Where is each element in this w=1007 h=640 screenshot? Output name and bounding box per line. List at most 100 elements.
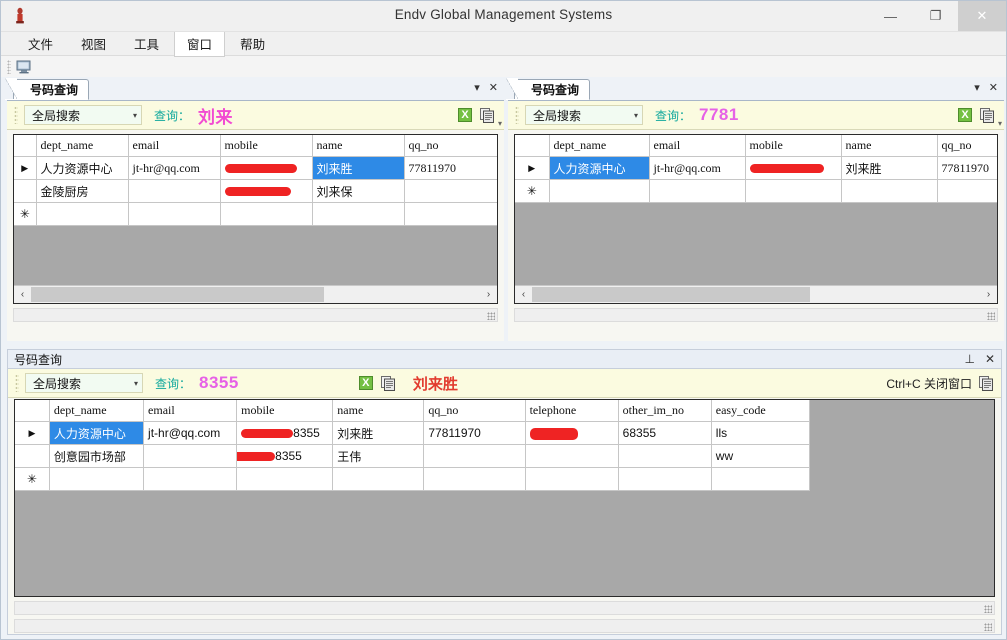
- close-icon[interactable]: ✕: [984, 352, 995, 366]
- monitor-icon[interactable]: [16, 60, 32, 74]
- bottom-grid[interactable]: dept_name email mobile name qq_no teleph…: [14, 399, 995, 597]
- cell-qq-no[interactable]: [404, 202, 497, 226]
- export-excel-icon[interactable]: X: [958, 108, 972, 122]
- bottom-col-qq-no[interactable]: qq_no: [423, 400, 526, 422]
- cell-mobile-redacted[interactable]: [745, 156, 842, 180]
- cell-name[interactable]: 刘来胜: [312, 156, 405, 180]
- cell-qq-no[interactable]: [937, 179, 997, 203]
- left-col-name[interactable]: name: [312, 135, 405, 157]
- cell-mobile[interactable]: [745, 179, 842, 203]
- cell-name[interactable]: 刘来胜: [841, 156, 938, 180]
- right-grid[interactable]: dept_name email mobile name qq_no ▶ 人力资源…: [514, 134, 998, 304]
- left-query-value[interactable]: 刘来: [198, 107, 234, 127]
- table-row-new[interactable]: ✳: [14, 202, 497, 226]
- scroll-right-icon[interactable]: ›: [486, 289, 491, 300]
- table-row[interactable]: ▶ 人力资源中心 jt-hr@qq.com 刘来胜 77811970: [14, 156, 497, 180]
- scroll-thumb[interactable]: [532, 287, 810, 302]
- table-row-new[interactable]: ✳: [515, 179, 997, 203]
- cell-dept-name[interactable]: [549, 179, 650, 203]
- row-marker-new[interactable]: ✳: [15, 467, 50, 491]
- cell-telephone[interactable]: [525, 467, 619, 491]
- left-col-mobile[interactable]: mobile: [220, 135, 313, 157]
- menu-item-tools[interactable]: 工具: [134, 38, 160, 52]
- cell-easy-code[interactable]: lls: [711, 421, 811, 445]
- row-marker-current[interactable]: ▶: [515, 156, 550, 180]
- cell-mobile-redacted[interactable]: [220, 156, 313, 180]
- bottom-search-grip[interactable]: [15, 374, 19, 392]
- right-search-scroll-icon[interactable]: ▾: [997, 119, 1002, 128]
- cell-qq-no[interactable]: [423, 444, 526, 468]
- table-row[interactable]: ▶ 人力资源中心 jt-hr@qq.com 8355 刘来胜 77811970 …: [15, 421, 811, 445]
- cell-easy-code[interactable]: [711, 467, 811, 491]
- cell-dept-name[interactable]: 人力资源中心: [549, 156, 650, 180]
- row-marker[interactable]: [15, 444, 50, 468]
- bottom-col-dept-name[interactable]: dept_name: [49, 400, 145, 422]
- left-search-grip[interactable]: [14, 106, 18, 124]
- left-horizontal-scrollbar[interactable]: ‹ ›: [14, 285, 497, 303]
- bottom-col-other-im-no[interactable]: other_im_no: [618, 400, 712, 422]
- bottom-col-easy-code[interactable]: easy_code: [711, 400, 811, 422]
- right-tab-number-query[interactable]: 号码查询: [505, 78, 591, 100]
- copy-icon[interactable]: [980, 107, 994, 123]
- left-col-qq-no[interactable]: qq_no: [404, 135, 497, 157]
- cell-dept-name[interactable]: 人力资源中心: [36, 156, 129, 180]
- cell-email[interactable]: [649, 179, 746, 203]
- left-grid[interactable]: dept_name email mobile name qq_no ▶ 人力资源…: [13, 134, 498, 304]
- right-col-mobile[interactable]: mobile: [745, 135, 842, 157]
- copy-icon[interactable]: [380, 375, 395, 391]
- menu-item-help[interactable]: 帮助: [240, 38, 266, 52]
- cell-email[interactable]: [128, 202, 221, 226]
- left-scope-select[interactable]: 全局搜索 ▾: [24, 105, 142, 125]
- table-row[interactable]: 金陵厨房 刘来保: [14, 179, 497, 203]
- copy-icon[interactable]: [480, 107, 494, 123]
- row-marker-current[interactable]: ▶: [15, 421, 50, 445]
- close-icon[interactable]: ✕: [988, 82, 998, 94]
- copy-icon[interactable]: [979, 375, 993, 391]
- cell-other-im-no[interactable]: [618, 444, 712, 468]
- right-search-grip[interactable]: [515, 106, 519, 124]
- scroll-track[interactable]: [532, 287, 980, 302]
- cell-easy-code[interactable]: ww: [711, 444, 811, 468]
- cell-qq-no[interactable]: [423, 467, 526, 491]
- bottom-query-value[interactable]: 8355: [199, 373, 239, 392]
- table-row[interactable]: ▶ 人力资源中心 jt-hr@qq.com 刘来胜 77811970: [515, 156, 997, 180]
- bottom-col-telephone[interactable]: telephone: [525, 400, 619, 422]
- export-excel-icon[interactable]: X: [358, 376, 373, 390]
- scroll-left-icon[interactable]: ‹: [521, 289, 526, 300]
- row-marker-current[interactable]: ▶: [14, 156, 37, 180]
- chevron-down-icon[interactable]: ▾: [974, 82, 980, 94]
- menu-item-window[interactable]: 窗口: [174, 30, 226, 57]
- bottom-col-mobile[interactable]: mobile: [236, 400, 334, 422]
- cell-qq-no[interactable]: 77811970: [404, 156, 497, 180]
- bottom-col-name[interactable]: name: [332, 400, 425, 422]
- row-marker[interactable]: [14, 179, 37, 203]
- cell-dept-name[interactable]: [36, 202, 129, 226]
- cell-dept-name[interactable]: [49, 467, 145, 491]
- cell-dept-name[interactable]: 创意园市场部: [49, 444, 145, 468]
- scroll-thumb[interactable]: [31, 287, 324, 302]
- cell-mobile-redacted[interactable]: 8355: [236, 421, 334, 445]
- table-row-new[interactable]: ✳: [15, 467, 811, 491]
- cell-name[interactable]: 刘来胜: [332, 421, 425, 445]
- menu-item-view[interactable]: 视图: [81, 38, 107, 52]
- bottom-col-email[interactable]: email: [143, 400, 238, 422]
- cell-name[interactable]: 王伟: [332, 444, 425, 468]
- menu-item-file[interactable]: 文件: [28, 38, 54, 52]
- cell-email[interactable]: jt-hr@qq.com: [143, 421, 238, 445]
- cell-name[interactable]: [841, 179, 938, 203]
- cell-email[interactable]: [143, 467, 238, 491]
- cell-mobile-redacted[interactable]: 8355: [236, 444, 334, 468]
- resize-grip[interactable]: [984, 605, 992, 613]
- bottom-scope-select[interactable]: 全局搜索 ▾: [25, 373, 143, 393]
- left-col-dept-name[interactable]: dept_name: [36, 135, 129, 157]
- pin-icon[interactable]: ⊥: [964, 352, 975, 366]
- left-tab-number-query[interactable]: 号码查询: [4, 78, 90, 100]
- right-query-value[interactable]: 7781: [699, 105, 739, 124]
- minimize-button[interactable]: —: [884, 8, 897, 24]
- close-icon[interactable]: ✕: [488, 82, 498, 94]
- resize-grip[interactable]: [987, 312, 995, 320]
- cell-telephone[interactable]: [525, 444, 619, 468]
- cell-email[interactable]: jt-hr@qq.com: [649, 156, 746, 180]
- table-row[interactable]: 创意园市场部 8355 王伟 ww: [15, 444, 811, 468]
- left-search-scroll-icon[interactable]: ▾: [497, 119, 502, 128]
